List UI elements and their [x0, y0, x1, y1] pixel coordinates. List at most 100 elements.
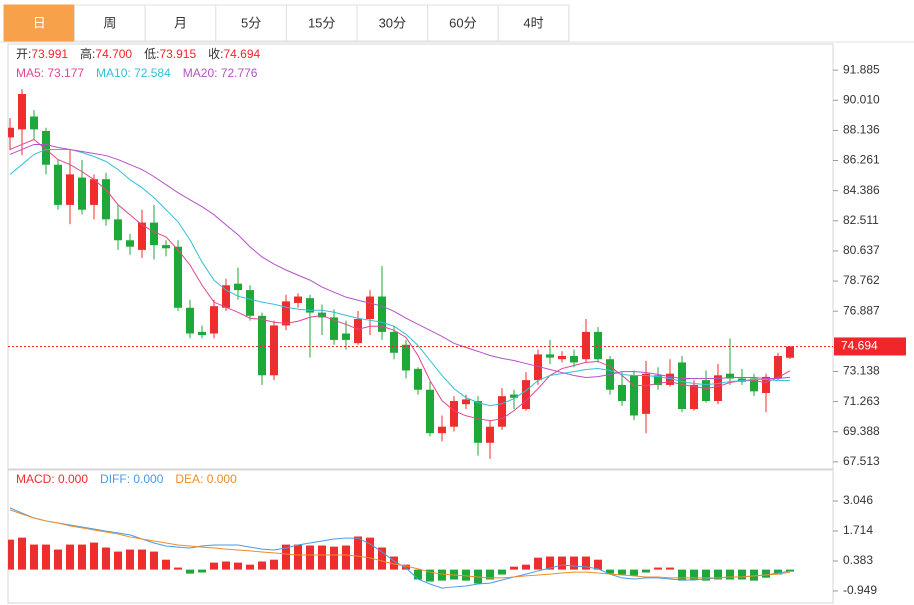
macd-bar [78, 544, 86, 570]
candle-body [54, 164, 62, 205]
tab[interactable] [74, 4, 146, 42]
y-tick-label: 78.762 [843, 273, 880, 287]
candle-body [486, 426, 494, 443]
last-price-label: 74.694 [841, 339, 878, 353]
macd-bar [606, 569, 614, 574]
candle-body [282, 301, 290, 326]
indicator-line [9, 509, 791, 579]
candle-body [678, 362, 686, 410]
y-tick-label: 80.637 [843, 243, 880, 257]
tab-label[interactable]: 5分 [241, 15, 261, 30]
macd-bar [66, 544, 74, 570]
legend-entry: MA20: 72.776 [183, 66, 258, 80]
tab[interactable] [3, 4, 76, 42]
macd-bar [762, 569, 770, 578]
macd-bar [90, 542, 98, 570]
candle-body [378, 296, 386, 332]
macd-bar [162, 559, 170, 570]
candle-body [234, 283, 242, 291]
macd-bar [198, 569, 206, 573]
indicator-line [9, 143, 791, 380]
tab-label[interactable]: 30分 [379, 15, 406, 30]
legend-entry: MACD: 0.000 [16, 472, 88, 486]
candle-body [90, 179, 98, 205]
macd-bar [726, 569, 734, 580]
stat-value: 73.915 [159, 47, 196, 61]
tab[interactable] [144, 4, 217, 42]
y-tick-label: 76.887 [843, 303, 880, 317]
candle-body [330, 317, 338, 340]
y-tick-label: 84.386 [843, 183, 880, 197]
tab-label[interactable]: 周 [103, 15, 116, 30]
last-price-box [834, 337, 906, 356]
macd-bar [210, 562, 218, 570]
tab[interactable] [427, 4, 499, 42]
tab-label[interactable]: 60分 [449, 15, 476, 30]
macd-bar [486, 569, 494, 580]
macd-bar [8, 539, 14, 570]
candle-body [174, 246, 182, 308]
tab-label[interactable]: 4时 [523, 15, 543, 30]
tab[interactable] [497, 4, 570, 42]
candle-body [654, 375, 662, 385]
y-tick-label: 69.388 [843, 424, 880, 438]
tab[interactable] [215, 4, 287, 42]
y-tick-label: 90.010 [843, 92, 880, 106]
candle-body [210, 306, 218, 334]
candle-body [8, 127, 14, 138]
legend: MA5: 73.177 MA10: 72.584 MA20: 72.776 [16, 66, 258, 80]
macd-bar [222, 561, 230, 570]
stat-label: 开: [16, 47, 31, 61]
candle-body [774, 355, 782, 379]
stat-value: 73.991 [31, 47, 68, 61]
macd-bar [282, 544, 290, 570]
tab-label[interactable]: 15分 [308, 15, 335, 30]
candle-body [294, 296, 302, 303]
tab-label[interactable]: 月 [174, 15, 187, 30]
macd-bar [318, 545, 326, 570]
macd-bar [126, 549, 134, 570]
macd-bar [30, 544, 38, 570]
price-plot [8, 89, 794, 459]
candle-body [414, 368, 422, 390]
macd-bar [366, 537, 374, 570]
macd-bar [582, 556, 590, 570]
candle-body [594, 331, 602, 360]
candle-body [510, 394, 518, 398]
candle-body [354, 319, 362, 344]
y-tick-label: 82.511 [843, 213, 879, 227]
candle-body [438, 426, 446, 434]
macd-bar [246, 564, 254, 570]
candle-body [30, 116, 38, 130]
macd-bar [402, 564, 410, 570]
macd-bar [294, 544, 302, 570]
candle-body [618, 384, 626, 402]
candle-body [462, 399, 470, 405]
stat-value: 74.700 [95, 47, 132, 61]
candle-body [186, 307, 194, 334]
macd-bar [546, 556, 554, 570]
macd-plot [8, 507, 794, 589]
macd-bar [390, 556, 398, 570]
indicator-line [9, 507, 791, 589]
candle-body [102, 179, 110, 220]
macd-bar [414, 569, 422, 580]
tab-label[interactable]: 日 [33, 15, 46, 30]
macd-bar [786, 569, 794, 572]
y-tick-label: 1.714 [843, 523, 873, 537]
macd-bar [102, 547, 110, 570]
macd-bar [378, 547, 386, 570]
y-tick-label: 86.261 [843, 153, 880, 167]
macd-bar [774, 569, 782, 575]
macd-bar [462, 569, 470, 581]
y-tick-label: 73.138 [843, 364, 880, 378]
stat-label: 低: [144, 47, 159, 61]
macd-bar [618, 569, 626, 575]
macd-bar [570, 556, 578, 570]
candle-body [342, 333, 350, 340]
candle-body [402, 344, 410, 371]
macd-bar [270, 559, 278, 570]
macd-bar [150, 551, 158, 570]
candle-body [126, 240, 134, 247]
macd-bar [558, 556, 566, 570]
